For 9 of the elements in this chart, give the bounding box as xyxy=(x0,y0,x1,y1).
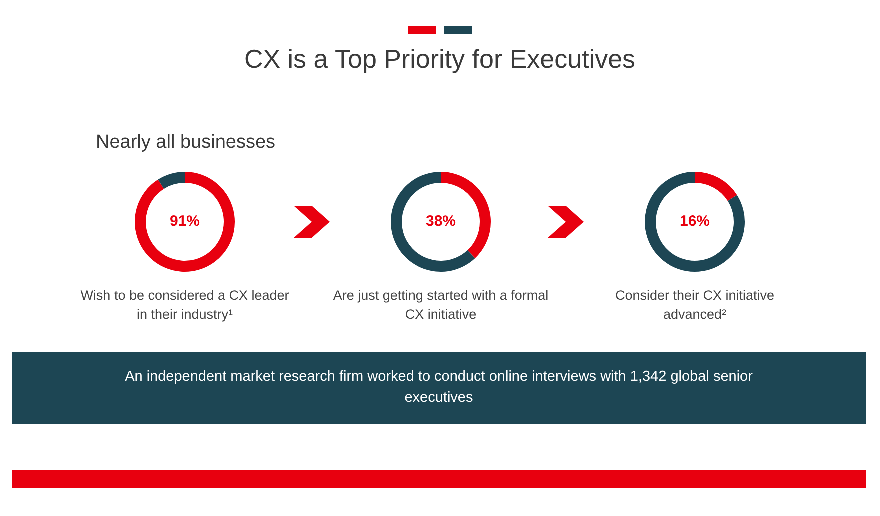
text: Wish to be considered a CX leader in their industry¹ xyxy=(80,287,290,324)
data-label: 16% xyxy=(680,213,710,230)
text: CX is a Top Priority for Executives xyxy=(243,44,637,75)
data-label: 38% xyxy=(426,213,456,230)
text: Are just getting started with a formal CX initiative xyxy=(332,287,550,324)
text: Consider their CX initiative advanced² xyxy=(614,287,776,324)
text: An independent market research firm worked to conduct online interviews with 1,342 global senior executives xyxy=(124,368,754,408)
text: Nearly all businesses xyxy=(96,132,276,154)
data-label: 91% xyxy=(170,213,200,230)
